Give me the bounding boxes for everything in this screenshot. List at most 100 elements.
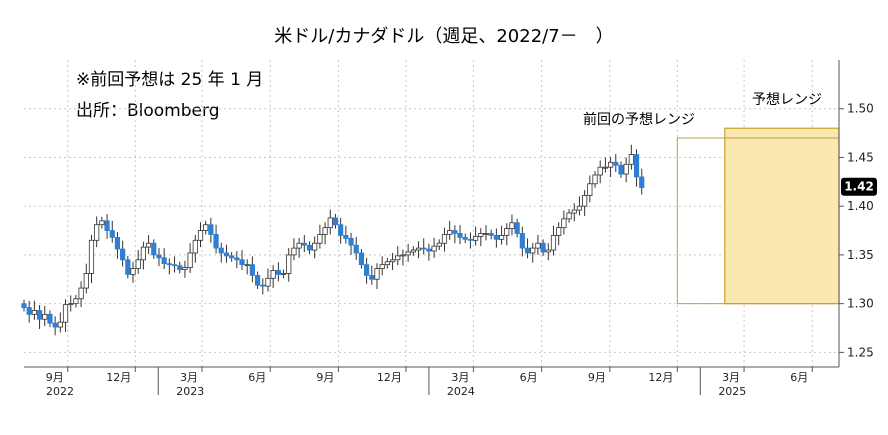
candle-body-up (602, 166, 609, 169)
candle-body-down (540, 242, 546, 253)
candle (68, 295, 74, 312)
x-tick-label: 12月 (648, 371, 673, 384)
candle (488, 229, 494, 240)
candle-body-down (26, 307, 32, 315)
candle (244, 259, 250, 275)
candle (530, 242, 536, 263)
candle (166, 258, 172, 275)
candle-body-up (130, 268, 136, 275)
candle (369, 265, 375, 285)
candle (135, 250, 141, 274)
candle (21, 299, 27, 312)
candle-body-up (78, 287, 84, 300)
candle (405, 243, 411, 262)
candle (545, 243, 551, 261)
candle-body-down (223, 252, 230, 257)
candle (571, 203, 577, 222)
candle-body-down (358, 252, 365, 266)
candle-body-up (379, 264, 385, 269)
candle-body-down (353, 244, 359, 254)
forecast-ranges (676, 127, 840, 305)
candle-body-down (633, 154, 640, 178)
note-source: 出所：Bloomberg (76, 101, 219, 121)
candle (286, 248, 292, 282)
candle-body-down (306, 244, 313, 251)
candle (317, 224, 323, 249)
candle (52, 316, 58, 336)
candle (322, 222, 328, 245)
candle (109, 220, 115, 243)
candle (602, 157, 609, 173)
candle (208, 217, 214, 243)
candle (197, 222, 204, 248)
candle (265, 268, 271, 292)
candle (519, 226, 525, 257)
candle (426, 243, 432, 261)
candle-body-up (587, 183, 593, 196)
candle (498, 225, 505, 245)
candle (348, 232, 354, 255)
y-tick-label: 1.45 (847, 150, 874, 164)
candle (145, 234, 152, 254)
candle (125, 255, 131, 279)
candle-body-up (291, 247, 297, 256)
year-label: 2022 (46, 385, 74, 398)
candle-body-down (426, 248, 432, 252)
candle (151, 239, 157, 259)
candle-body-up (509, 222, 515, 230)
candle (436, 239, 442, 251)
candle (171, 256, 178, 273)
candle-body-down (249, 264, 256, 276)
x-tick-label: 3月 (722, 371, 740, 384)
candle-body-down (369, 274, 375, 280)
candle (156, 248, 162, 267)
candle-body-down (452, 230, 458, 234)
candle (338, 217, 344, 244)
candle (234, 251, 240, 269)
candle (628, 144, 634, 170)
candle-body-down (208, 224, 214, 235)
candle (73, 294, 79, 308)
chart-title: 米ドル/カナダドル（週足、2022/7－ ） (274, 26, 613, 47)
candle-body-up (203, 224, 209, 231)
candles (21, 144, 645, 336)
candle-body-down (166, 263, 172, 266)
candle-body-up (187, 252, 193, 268)
candle-body-down (332, 217, 339, 226)
candle-body-up (535, 242, 541, 249)
candle-body-up (571, 209, 577, 214)
candle (384, 257, 390, 269)
candle (462, 233, 468, 244)
candle-body-down (21, 303, 27, 308)
candle (42, 306, 48, 327)
candle (467, 232, 474, 249)
candle (130, 261, 136, 283)
candle (374, 263, 380, 290)
candle (296, 237, 302, 258)
candle-body-up (42, 313, 48, 320)
candle-body-up (322, 227, 328, 235)
candle (327, 209, 333, 235)
candle-body-up (607, 161, 614, 168)
candle (120, 240, 126, 267)
candle (254, 271, 261, 290)
candle-body-up (592, 174, 598, 185)
x-tick-label: 6月 (248, 371, 266, 384)
candle (140, 241, 146, 270)
candle-body-down (493, 235, 499, 240)
candle-body-up (400, 254, 406, 257)
candle (561, 210, 567, 235)
candle (177, 261, 183, 274)
candle-body-up (327, 217, 333, 229)
x-tick-label: 9月 (316, 371, 334, 384)
x-tick-label: 12月 (377, 371, 402, 384)
candle (187, 243, 193, 273)
candle-body-up (94, 224, 100, 241)
candle-body-up (135, 259, 141, 269)
candle (556, 222, 562, 246)
forecast-range-label: 予想レンジ (752, 92, 822, 108)
candle (395, 246, 401, 266)
candle-body-down (171, 264, 178, 267)
candle-body-down (462, 236, 468, 240)
candle-body-up (405, 251, 411, 256)
